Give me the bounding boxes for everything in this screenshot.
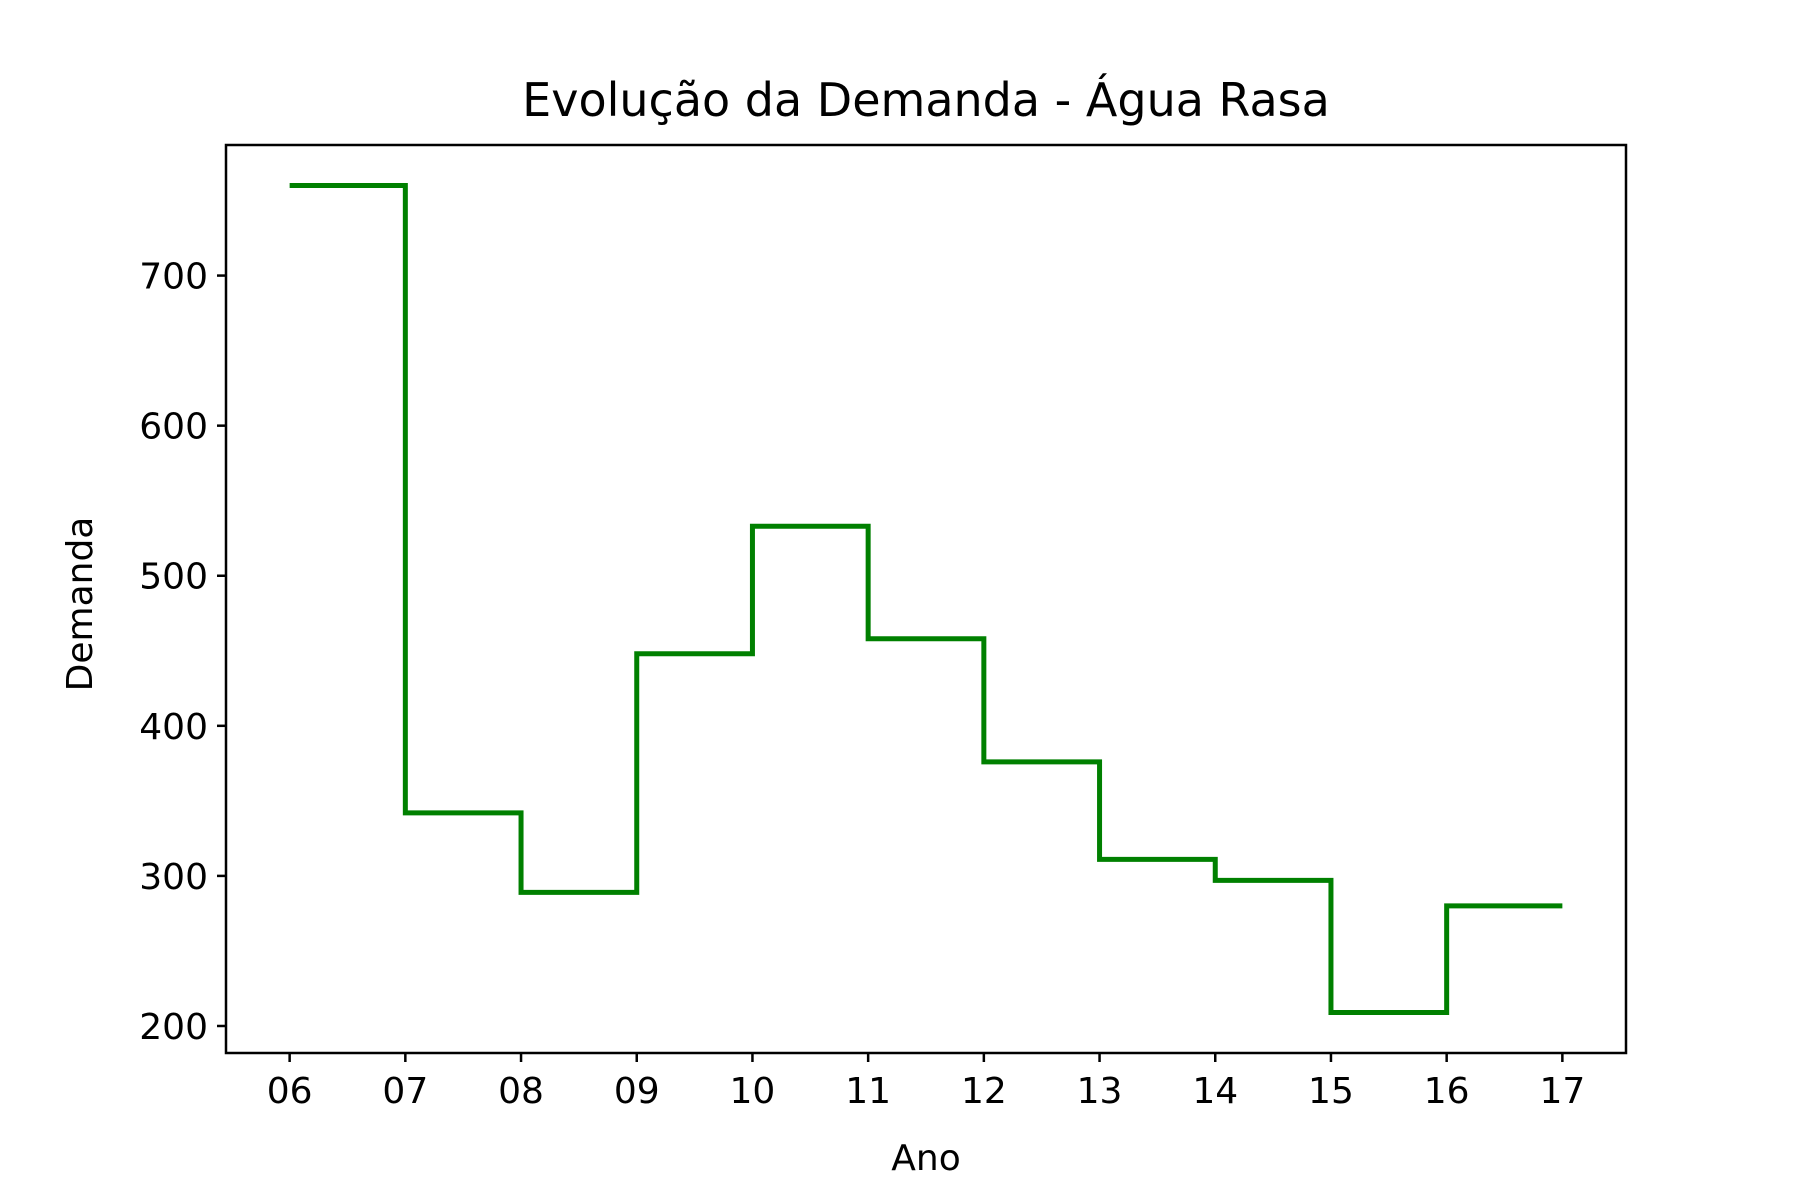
y-tick-label: 200: [139, 1007, 208, 1048]
series-line: [289, 183, 1563, 1015]
y-tick-label: 500: [139, 557, 208, 598]
x-tick-label: 08: [498, 1071, 544, 1112]
y-tick-label: 400: [139, 707, 208, 748]
y-tick-label: 700: [139, 257, 208, 298]
x-axis-label: Ano: [891, 1138, 960, 1179]
y-tick-label: 600: [139, 407, 208, 448]
x-tick-label: 09: [614, 1071, 660, 1112]
x-tick-label: 14: [1192, 1071, 1238, 1112]
x-tick-label: 12: [961, 1071, 1007, 1112]
y-axis-label: Demanda: [60, 517, 101, 692]
x-tick-label: 06: [267, 1071, 313, 1112]
x-tick-label: 07: [382, 1071, 428, 1112]
x-tick-label: 17: [1539, 1071, 1585, 1112]
x-tick-label: 16: [1424, 1071, 1470, 1112]
x-tick-label: 10: [730, 1071, 776, 1112]
y-axis: 200 300 400 500 600 700: [139, 257, 226, 1048]
plot-area: [289, 183, 1563, 1015]
chart-title: Evolução da Demanda - Água Rasa: [522, 73, 1330, 127]
plot-frame: [224, 143, 1628, 1055]
y-tick-label: 300: [139, 857, 208, 898]
x-tick-label: 13: [1077, 1071, 1123, 1112]
x-axis: 06 07 08 09 10 11 12 13 14 15 16 17: [267, 1053, 1585, 1112]
x-tick-label: 15: [1308, 1071, 1354, 1112]
x-tick-label: 11: [845, 1071, 891, 1112]
